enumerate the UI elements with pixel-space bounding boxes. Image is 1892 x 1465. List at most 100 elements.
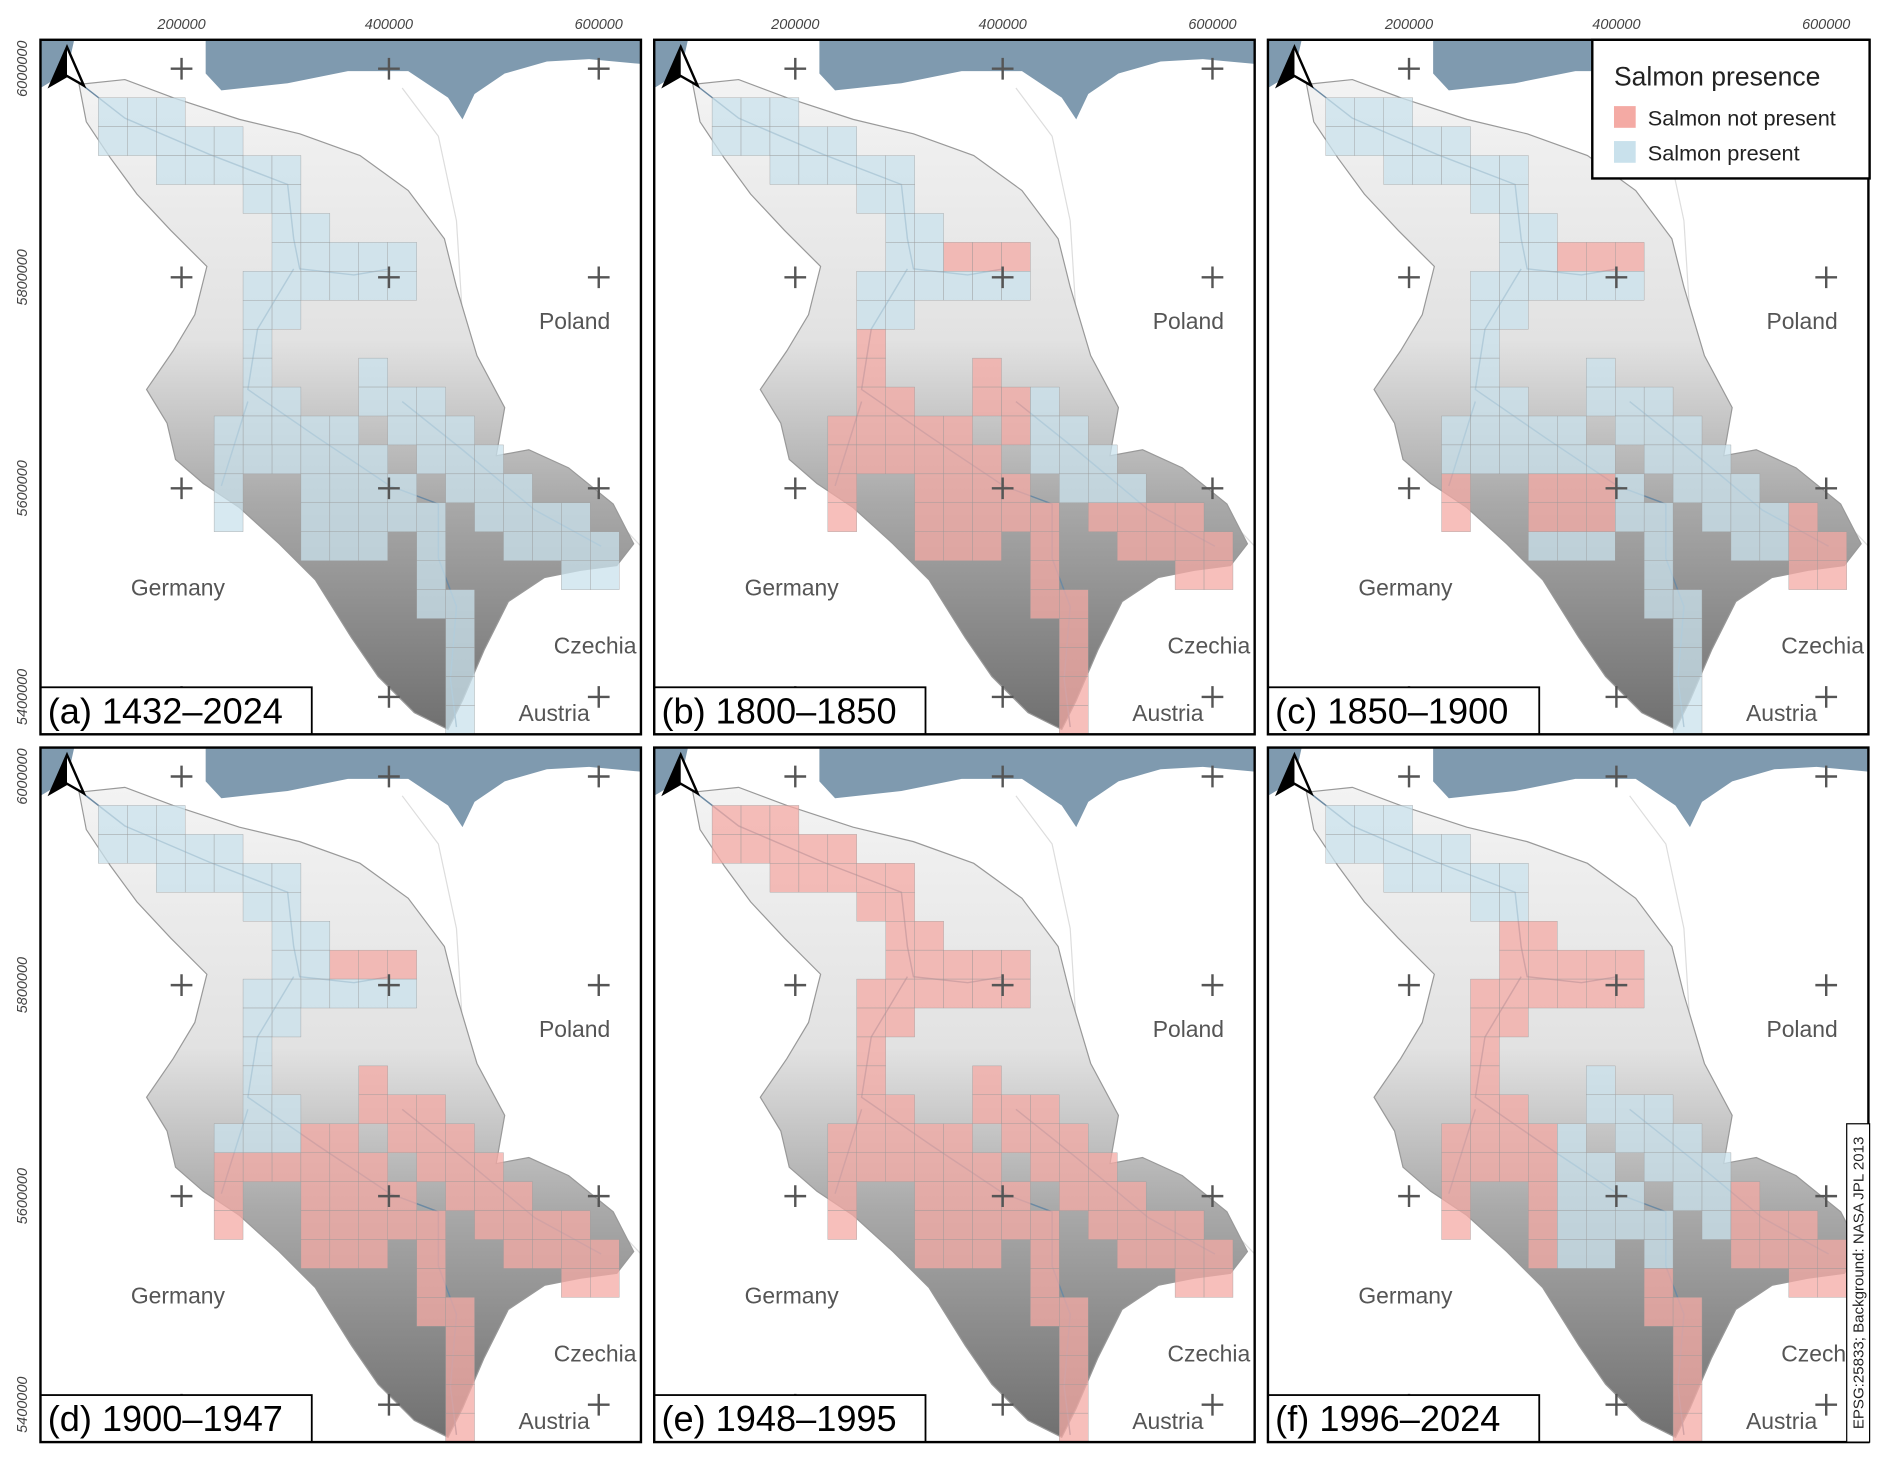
grid-cell — [242, 978, 273, 1009]
country-label: Poland — [539, 1016, 610, 1042]
grid-cell — [1059, 1181, 1089, 1211]
grid-cell — [1528, 1152, 1558, 1182]
panel-label: (c) 1850–1900 — [1275, 690, 1508, 731]
grid-cell — [885, 949, 915, 980]
grid-cell — [445, 647, 475, 677]
grid-cell — [300, 978, 331, 1009]
grid-cross — [991, 266, 1014, 289]
grid-cell — [885, 444, 915, 475]
grid-cross — [991, 1393, 1014, 1416]
grid-cross — [587, 1185, 610, 1207]
grid-cell — [1499, 1152, 1529, 1182]
grid-cell — [1788, 1210, 1818, 1240]
grid-cross — [587, 974, 610, 996]
grid-cell — [914, 473, 944, 503]
grid-cell — [242, 328, 273, 359]
grid-cell — [213, 415, 244, 446]
grid-cell — [271, 213, 302, 243]
sea — [1267, 747, 1869, 828]
grid-cross — [991, 57, 1014, 80]
grid-cell — [1557, 949, 1587, 980]
basin — [78, 78, 635, 731]
grid-cell — [914, 213, 944, 243]
grid-cell — [769, 863, 800, 893]
grid-cross — [587, 266, 610, 289]
grid-cell — [242, 892, 273, 922]
grid-cell — [914, 271, 944, 301]
grid-cell — [445, 1297, 475, 1327]
grid-cross — [1605, 765, 1628, 788]
panel-label: (f) 1996–2024 — [1275, 1398, 1500, 1439]
grid-cell — [329, 1152, 359, 1182]
map-panel: Poland Germany Czechia Austria (e) 1948–1995 — [653, 746, 1256, 1444]
grid-cell — [1412, 155, 1442, 185]
grid-cell — [1586, 1210, 1616, 1240]
grid-cell — [1759, 502, 1790, 532]
grid-cross — [784, 765, 807, 788]
grid-cross — [170, 1185, 193, 1207]
grid-cross — [1815, 477, 1838, 500]
grid-cell — [1030, 415, 1060, 446]
grid-cell — [242, 271, 273, 301]
grid-cell — [358, 978, 388, 1009]
grid-cell — [1030, 444, 1060, 475]
basin — [692, 786, 1249, 1439]
grid-cell — [972, 1094, 1002, 1124]
grid-cell — [1672, 1181, 1703, 1211]
grid-cell — [1441, 444, 1471, 475]
grid-cell — [827, 473, 857, 503]
grid-cell — [1528, 444, 1558, 475]
grid-cell — [329, 415, 359, 446]
grid-cell — [503, 1239, 533, 1269]
grid-cell — [532, 1239, 562, 1269]
grid-cell — [1030, 1239, 1060, 1269]
grid-cell — [1643, 1268, 1674, 1298]
grid-cell — [827, 1123, 857, 1153]
grid-cell — [1557, 242, 1587, 272]
grid-cell — [885, 863, 915, 893]
grid-cell — [1586, 357, 1616, 388]
grid-cell — [300, 531, 331, 561]
grid-cross — [587, 765, 610, 788]
grid-cell — [1672, 647, 1703, 677]
grid-cell — [1441, 1181, 1471, 1211]
grid-cell — [914, 949, 944, 980]
grid-cell — [856, 863, 886, 893]
grid-cross — [1605, 266, 1628, 289]
grid-cross — [1815, 266, 1838, 289]
grid-cell — [242, 1036, 273, 1067]
grid-cell — [156, 863, 186, 893]
grid-cell — [1557, 271, 1587, 301]
country-label: Austria — [1746, 700, 1818, 726]
grid-cell — [1059, 1412, 1089, 1443]
grid-cell — [98, 805, 128, 835]
grid-cell — [1174, 502, 1205, 532]
grid-cell — [242, 357, 273, 388]
grid-cell — [1059, 589, 1089, 619]
grid-cell — [271, 155, 302, 185]
grid-cell — [1557, 502, 1587, 532]
grid-cell — [1672, 415, 1703, 446]
grid-cell — [329, 271, 359, 301]
country-label: Austria — [1132, 1408, 1204, 1434]
grid-cross — [1815, 1393, 1838, 1416]
grid-cross — [1605, 477, 1628, 500]
panel-label-box — [39, 1394, 313, 1443]
grid-cell — [1117, 502, 1147, 532]
grid-cell — [1470, 1152, 1500, 1182]
grid-cell — [1499, 213, 1529, 243]
grid-cell — [358, 444, 388, 475]
basin — [692, 78, 1249, 731]
legend-label: Salmon not present — [1648, 105, 1836, 130]
grid-cell — [1499, 386, 1529, 417]
grid-cell — [1470, 1036, 1500, 1067]
grid-cell — [1088, 502, 1118, 532]
grid-cell — [1701, 444, 1732, 475]
grid-cell — [1672, 705, 1703, 735]
grid-cell — [271, 1094, 302, 1124]
grid-cell — [271, 1152, 302, 1182]
grid-cell — [1499, 444, 1529, 475]
grid-cell — [1528, 1239, 1558, 1269]
grid-cell — [445, 1181, 475, 1211]
grid-cell — [1528, 415, 1558, 446]
